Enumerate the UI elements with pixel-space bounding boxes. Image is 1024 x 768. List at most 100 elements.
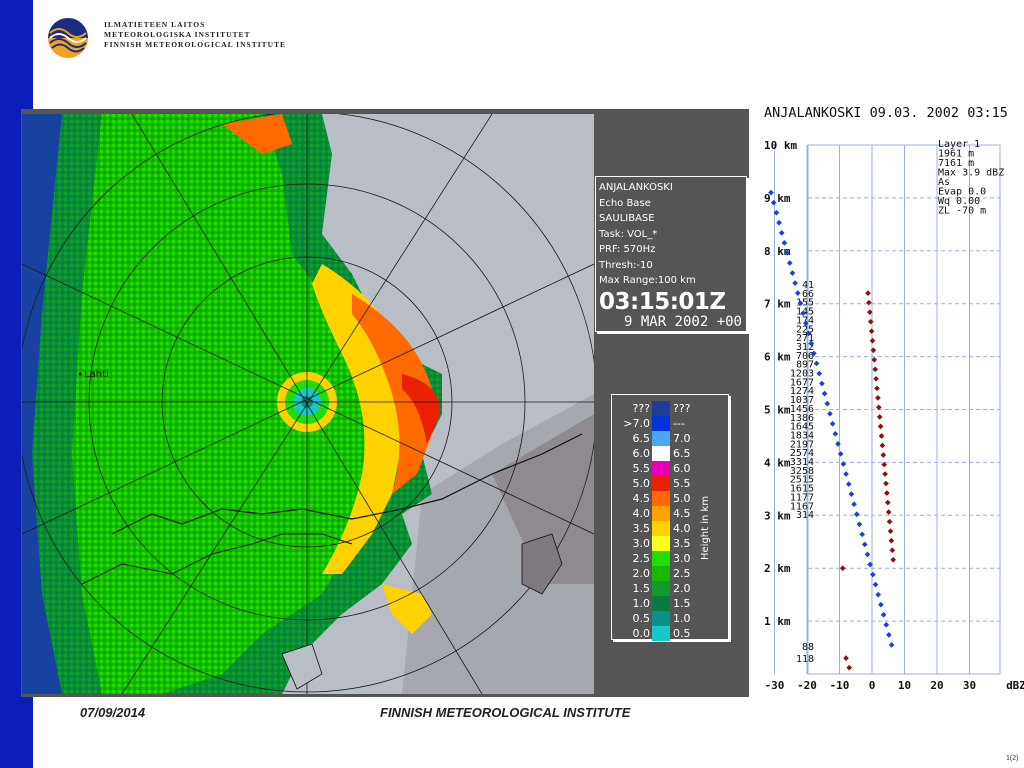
legend-upper-value: 6.0 [673, 462, 691, 475]
legend-lower-value: 0.0 [632, 627, 651, 640]
profile-point-blue [848, 491, 855, 497]
profile-point-red [882, 471, 888, 477]
sample-count-label: 3314 [790, 457, 814, 468]
profile-point-blue [883, 621, 890, 628]
page-number: 1(2) [1006, 755, 1019, 762]
legend-row: 5.5 6.0 [612, 461, 712, 476]
legend-upper-value: 6.5 [673, 447, 691, 460]
profile-point-blue [819, 380, 825, 387]
profile-point-red [870, 347, 877, 354]
profile-point-blue [832, 431, 839, 437]
profile-point-blue [797, 300, 804, 306]
x-tick-label: 10 [898, 679, 911, 692]
legend-row: 4.5 5.0 [612, 491, 712, 506]
sample-count-label: 1203 [790, 369, 814, 380]
profile-point-blue [800, 310, 806, 317]
y-tick-label: 4 km [764, 456, 791, 469]
profile-point-red [865, 290, 871, 296]
legend-upper-value: 7.0 [673, 432, 691, 445]
sample-count-label: 706 [796, 351, 814, 362]
info-task: Task: VOL_* [599, 228, 658, 240]
sample-count-label: 174 [796, 315, 814, 326]
org-name-sv: METEOROLOGISKA INSTITUTET [104, 30, 251, 39]
sample-count-label: 3258 [790, 466, 814, 477]
profile-point-blue [888, 642, 895, 648]
legend-lower-value: 5.5 [632, 462, 651, 475]
sample-count-label: 1177 [790, 492, 814, 503]
fmi-logo-icon [48, 18, 88, 58]
y-tick-label: 1 km [764, 615, 791, 628]
profile-title: ANJALANKOSKI 09.03. 2002 03:15 [764, 105, 1008, 121]
legend-lower-value: 6.0 [632, 447, 651, 460]
legend-lower-value: 4.5 [632, 492, 651, 505]
org-name-fi: ILMATIETEEN LAITOS [104, 20, 206, 29]
profile-point-blue [886, 632, 892, 638]
legend-upper-value: 5.5 [673, 477, 691, 490]
legend-swatch [652, 476, 670, 491]
legend-swatch [652, 536, 670, 551]
profile-point-blue [843, 471, 849, 477]
legend-upper-value: 2.0 [673, 582, 691, 595]
profile-info-line: Evap 0.0 [938, 187, 986, 198]
profile-point-blue [875, 591, 882, 598]
legend-row: 1.5 2.0 [612, 581, 712, 596]
sample-count-label: 41 [802, 280, 814, 291]
legend-swatch [652, 581, 670, 596]
profile-point-blue [845, 481, 852, 487]
legend-swatch [652, 551, 670, 566]
legend-row: 6.0 6.5 [612, 446, 712, 461]
profile-point-blue [872, 581, 879, 588]
y-tick-label: 8 km [764, 245, 791, 258]
legend-lower-value: 3.0 [632, 537, 651, 550]
profile-point-red [867, 318, 874, 325]
profile-point-blue [821, 390, 828, 397]
y-tick-label: 9 km [764, 192, 791, 205]
city-label-lahti: Lahti [84, 369, 109, 380]
sample-count-label: 1274 [790, 386, 814, 397]
profile-info-line: 1961 m [938, 149, 974, 160]
info-base: SAULIBASE [599, 213, 655, 224]
sample-count-label: 2574 [790, 448, 814, 459]
x-tick-label: -20 [797, 679, 817, 692]
legend-row: 5.0 5.5 [612, 476, 712, 491]
legend-lower-value: 5.0 [632, 477, 651, 490]
legend-swatch [652, 401, 670, 416]
y-tick-label: 2 km [764, 562, 791, 575]
profile-info-line: Max 3.9 dBZ [938, 168, 1004, 179]
profile-point-red [885, 509, 892, 515]
profile-point-blue [851, 501, 857, 508]
profile-point-blue [816, 370, 823, 377]
sample-count-label: 66 [802, 289, 814, 300]
y-tick-label: 3 km [764, 509, 791, 522]
legend-swatch [652, 521, 670, 536]
profile-point-red [879, 442, 886, 449]
org-name-block: ILMATIETEEN LAITOS METEOROLOGISKA INSTIT… [104, 20, 286, 50]
profile-info-line: Wq 0.00 [938, 196, 980, 207]
profile-point-red [872, 366, 879, 373]
legend-upper-value: 1.5 [673, 597, 691, 610]
profile-point-blue [813, 360, 820, 367]
sample-count-label: 1677 [790, 377, 814, 388]
profile-point-red [884, 499, 891, 506]
profile-point-red [866, 299, 872, 306]
legend-row: 4.0 4.5 [612, 506, 712, 521]
legend-upper-value: 4.5 [673, 507, 691, 520]
profile-point-red [874, 385, 880, 392]
legend-row: 0.0 0.5 [612, 626, 712, 641]
profile-point-blue [824, 400, 831, 407]
profile-point-blue [861, 541, 868, 548]
sample-count-label: 2197 [790, 439, 814, 450]
legend-swatch [652, 611, 670, 626]
legend-upper-value: 4.0 [673, 522, 691, 535]
x-tick-label: 0 [869, 679, 876, 692]
range-rings [22, 114, 594, 694]
y-tick-label: 6 km [764, 351, 791, 364]
profile-point-red [887, 528, 894, 534]
info-max-range: Max Range:100 km [599, 275, 696, 286]
profile-point-red [880, 452, 887, 458]
sample-count-label: 2515 [790, 475, 814, 486]
profile-point-red [888, 537, 895, 544]
sample-count-label: 271 [796, 333, 814, 344]
legend-lower-value: 4.0 [632, 507, 651, 520]
legend-row: 1.0 1.5 [612, 596, 712, 611]
